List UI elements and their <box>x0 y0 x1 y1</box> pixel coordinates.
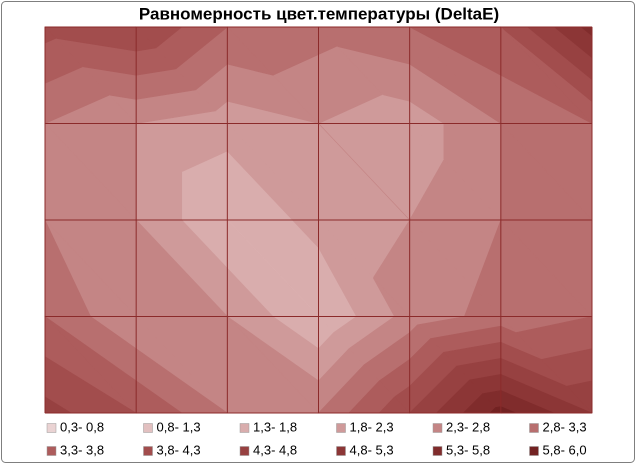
legend-swatch <box>239 423 250 433</box>
legend-label: 1,8- 2,3 <box>350 419 394 434</box>
legend-swatch <box>46 446 57 456</box>
legend-swatch <box>336 446 346 456</box>
legend-label: 5,8- 6,0 <box>543 442 587 457</box>
legend-swatch <box>143 446 153 456</box>
legend-label: 2,8- 3,3 <box>543 419 587 434</box>
legend-label: 4,3- 4,8 <box>253 442 297 457</box>
legend-label: 0,3- 0,8 <box>60 419 104 434</box>
legend-swatch <box>239 446 250 456</box>
legend: 0,3- 0,8 0,8- 1,3 1,3- 1,8 1,8- 2,3 2,3- 2,8… <box>46 419 587 457</box>
legend-swatch <box>432 423 443 433</box>
legend-swatch <box>529 446 539 456</box>
chart-title: Равномерность цвет.температуры (DeltaE) <box>139 4 499 23</box>
legend-label: 4,8- 5,3 <box>350 442 394 457</box>
legend-swatch <box>143 423 153 433</box>
legend-label: 1,3- 1,8 <box>253 419 297 434</box>
legend-label: 2,3- 2,8 <box>446 419 490 434</box>
plot-area <box>44 26 593 414</box>
legend-label: 3,3- 3,8 <box>60 442 104 457</box>
legend-swatch <box>336 423 346 433</box>
legend-swatch <box>46 423 57 433</box>
legend-swatch <box>432 446 443 456</box>
legend-label: 3,8- 4,3 <box>157 442 201 457</box>
legend-swatch <box>529 423 539 433</box>
legend-label: 5,3- 5,8 <box>446 442 490 457</box>
legend-label: 0,8- 1,3 <box>157 419 201 434</box>
